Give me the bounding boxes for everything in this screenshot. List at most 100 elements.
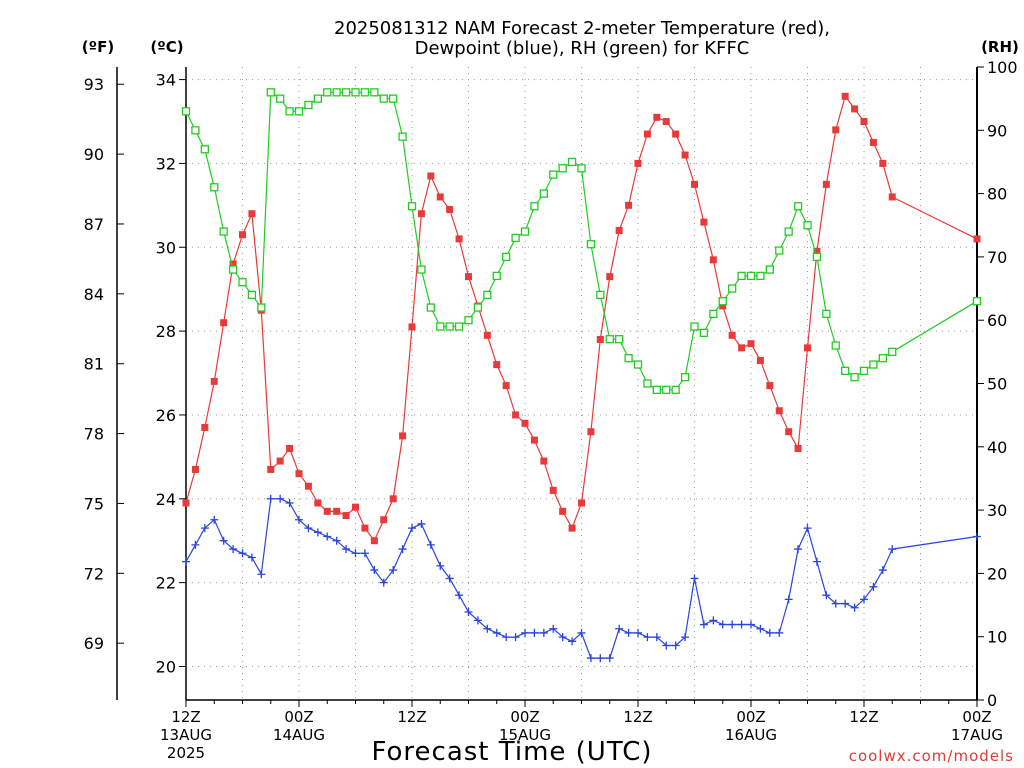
dewpoint-point (652, 633, 661, 642)
rh-point (426, 303, 435, 312)
rh-point (436, 322, 445, 331)
dewpoint-point (794, 545, 803, 554)
temperature-point (276, 457, 284, 465)
rh-point (737, 271, 746, 281)
temperature-point (813, 247, 821, 255)
temperature-point (973, 235, 981, 243)
dewpoint-point (850, 603, 859, 612)
dewpoint-point (502, 633, 511, 642)
dewpoint-point (624, 628, 633, 637)
temperature-point (389, 495, 397, 503)
rh-point (219, 227, 228, 236)
rh-point (389, 94, 398, 103)
rh-point (652, 385, 661, 394)
time-tick-label: 00Z (962, 708, 991, 726)
rh-point (313, 94, 322, 103)
dewpoint-point (417, 519, 426, 528)
temperature-point (483, 331, 491, 339)
celsius-axis: 20 22 24 26 28 30 32 34 (156, 71, 186, 676)
dewpoint-point (379, 578, 388, 587)
rh-point (266, 88, 275, 97)
dewpoint-point (370, 566, 379, 575)
rh-point (210, 183, 219, 192)
rh-point (257, 303, 266, 312)
temperature-point (709, 256, 717, 264)
rh-tick-label: 90 (987, 121, 1007, 140)
dewpoint-point (530, 628, 539, 637)
rh-point (200, 145, 209, 154)
dewpoint-point (257, 570, 266, 579)
temperature-point (295, 470, 303, 478)
dewpoint-point (812, 557, 821, 566)
temperature-point (634, 159, 642, 167)
celsius-unit-label: (ºC) (150, 38, 183, 56)
temperature-point (785, 428, 793, 436)
rh-point (549, 170, 558, 179)
dewpoint-point (775, 628, 784, 637)
rh-point (370, 88, 379, 97)
temperature-point (578, 499, 585, 507)
rh-point (567, 157, 577, 167)
dewpoint-point (860, 595, 868, 604)
temperature-point (493, 361, 501, 369)
temperature-point (352, 503, 359, 511)
dewpoint-point (596, 654, 605, 663)
rh-point (680, 373, 690, 382)
rh-point (709, 309, 718, 319)
temperature-point (860, 117, 868, 125)
temperature-point (220, 319, 228, 327)
celsius-tick-label: 22 (156, 574, 176, 593)
temperature-point (248, 210, 256, 218)
dewpoint-point (737, 620, 746, 629)
rh-point (718, 297, 727, 306)
rh-axis: 0 10 20 30 40 50 60 70 80 90 100 (977, 58, 1018, 710)
temperature-point (775, 407, 783, 415)
rh-point (530, 202, 539, 211)
dewpoint-point (973, 532, 981, 541)
dewpoint-point (558, 633, 567, 642)
celsius-tick-label: 32 (156, 154, 176, 173)
dewpoint-point (869, 582, 878, 591)
fahrenheit-tick-label: 78 (84, 425, 104, 444)
temperature-point (559, 507, 567, 515)
temperature-point (615, 226, 623, 234)
rh-point (859, 366, 869, 375)
rh-point (784, 227, 793, 236)
temperature-point (342, 512, 350, 520)
temperature-point (182, 499, 190, 507)
rh-point (398, 132, 407, 141)
temperature-point (625, 201, 633, 209)
time-tick-date: 14AUG (273, 726, 325, 744)
rh-point (502, 252, 511, 262)
dewpoint-point (229, 545, 238, 554)
dewpoint-point (200, 524, 209, 533)
rh-tick-label: 80 (987, 185, 1007, 204)
rh-point (972, 297, 982, 306)
dewpoint-point (266, 494, 275, 503)
dewpoint-point (841, 599, 850, 608)
dewpoint-point (210, 515, 219, 524)
rh-point (671, 385, 680, 394)
rh-series (181, 88, 982, 394)
temperature-point (888, 193, 896, 201)
time-tick-year: 2025 (167, 744, 205, 762)
dewpoint-point (182, 557, 190, 566)
fahrenheit-tick-label: 84 (84, 285, 104, 304)
dewpoint-point (445, 574, 454, 583)
rh-unit-label: (RH) (981, 38, 1019, 56)
chart-title-line-1: 2025081312 NAM Forecast 2-meter Temperat… (334, 18, 830, 39)
temperature-point (502, 382, 510, 390)
temperature-point (201, 424, 209, 432)
time-tick-date: 13AUG (160, 726, 212, 744)
rh-point (793, 202, 803, 211)
temperature-point (728, 331, 736, 339)
temperature-point (323, 507, 331, 515)
temperature-point (804, 344, 811, 352)
celsius-tick-label: 28 (156, 322, 176, 341)
dewpoint-point (747, 620, 755, 629)
rh-point (869, 360, 878, 369)
dewpoint-point (473, 616, 482, 625)
temperature-point (267, 465, 275, 473)
temperature-point (851, 105, 859, 113)
temperature-point (549, 486, 557, 494)
